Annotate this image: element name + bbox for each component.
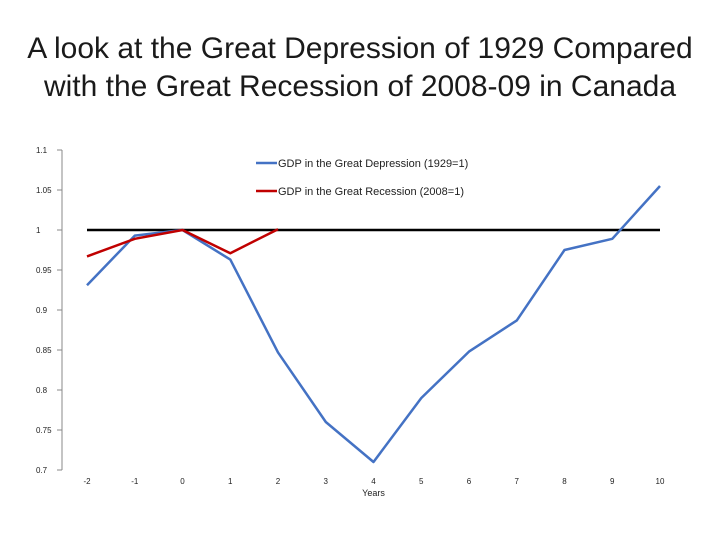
x-tick-label: 6 (467, 477, 472, 486)
slide-title: A look at the Great Depression of 1929 C… (0, 30, 720, 106)
series-line-1 (86, 185, 661, 464)
x-tick-label: 4 (371, 477, 376, 486)
series-lines (86, 185, 661, 464)
series-line-2 (86, 228, 279, 258)
y-axis-ticks: 1.1 1.05 1 0.95 0.9 0.85 0.8 0.75 0.7 (36, 146, 62, 475)
x-tick-label: 0 (180, 477, 185, 486)
y-tick-label: 1 (36, 226, 41, 235)
y-tick-label: 0.7 (36, 466, 48, 475)
y-tick-label: 1.05 (36, 186, 52, 195)
slide-title-line1: A look at the Great Depression of 1929 C… (27, 32, 693, 65)
y-tick-label: 0.75 (36, 426, 52, 435)
x-tick-label: 9 (610, 477, 615, 486)
x-tick-label: 8 (562, 477, 567, 486)
x-axis-title: Years (362, 488, 385, 498)
x-tick-label: -2 (83, 477, 91, 486)
x-tick-label: 5 (419, 477, 424, 486)
x-axis-ticks: -2 -1 0 1 2 3 4 5 6 7 8 9 10 (83, 477, 665, 486)
y-tick-label: 0.8 (36, 386, 48, 395)
x-tick-label: -1 (131, 477, 139, 486)
chart-legend: GDP in the Great Depression (1929=1) GDP … (256, 158, 468, 198)
y-tick-label: 0.9 (36, 306, 48, 315)
x-tick-label: 10 (656, 477, 665, 486)
y-tick-label: 0.85 (36, 346, 52, 355)
legend-label: GDP in the Great Recession (2008=1) (278, 186, 464, 198)
y-tick-label: 0.95 (36, 266, 52, 275)
slide-title-line2: with the Great Recession of 2008-09 in C… (43, 70, 677, 103)
y-tick-label: 1.1 (36, 146, 48, 155)
x-tick-label: 1 (228, 477, 233, 486)
legend-label: GDP in the Great Depression (1929=1) (278, 158, 468, 170)
x-tick-label: 3 (324, 477, 329, 486)
x-tick-label: 7 (515, 477, 520, 486)
x-tick-label: 2 (276, 477, 281, 486)
